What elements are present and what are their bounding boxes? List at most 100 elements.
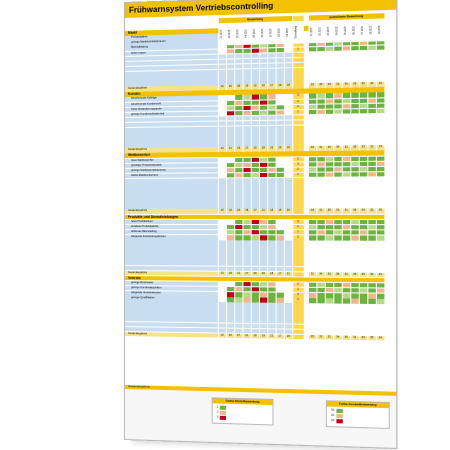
section-sum-weighted: 31: [334, 83, 342, 88]
rating-cell: [226, 163, 234, 168]
section-sum-weighted: 35: [359, 82, 367, 87]
rating-cell: [259, 157, 267, 162]
empty-cell: [368, 251, 376, 256]
weighted-cell: [325, 157, 333, 162]
empty-cell: [342, 241, 350, 246]
weight-empty: [293, 52, 303, 57]
empty-cell: [376, 304, 384, 309]
rating-cell: [284, 282, 292, 287]
weighted-cell: [334, 298, 342, 303]
rating-cell: [259, 235, 267, 240]
weighted-cell: [342, 235, 350, 240]
empty-cell: [251, 323, 259, 328]
empty-cell: [284, 136, 292, 141]
empty-cell: [259, 246, 267, 251]
empty-cell: [251, 303, 259, 308]
rating-cell: [284, 298, 292, 303]
empty-cell: [359, 140, 367, 145]
date-header-right: 01.2015: [308, 20, 316, 43]
rating-cell: [251, 162, 259, 167]
empty-cell: [268, 261, 276, 266]
empty-cell: [334, 183, 342, 188]
empty-cell: [276, 131, 284, 136]
empty-cell: [308, 256, 316, 261]
empty-cell: [317, 130, 325, 135]
empty-cell: [376, 251, 384, 256]
weighted-cell: [359, 225, 367, 230]
gap-cell: [304, 314, 308, 319]
empty-cell: [368, 304, 376, 309]
empty-cell: [243, 318, 251, 323]
empty-cell: [325, 256, 333, 261]
empty-cell: [218, 142, 226, 147]
gap-cell: [304, 157, 308, 162]
section-sum-value: 21: [284, 272, 292, 277]
gap-cell: [304, 141, 308, 146]
empty-cell: [325, 183, 333, 188]
rating-cell: [243, 292, 251, 297]
weighted-cell: [342, 225, 350, 230]
empty-cell: [325, 193, 333, 198]
empty-cell: [342, 77, 350, 82]
empty-cell: [317, 241, 325, 246]
rating-cell: [251, 157, 259, 162]
empty-cell: [284, 251, 292, 256]
empty-cell: [251, 183, 259, 188]
empty-cell: [276, 188, 284, 193]
empty-cell: [251, 313, 259, 318]
empty-cell: [251, 194, 259, 199]
rating-cell: [276, 225, 284, 230]
gap-cell: [304, 120, 308, 125]
empty-cell: [268, 329, 276, 334]
rating-cell: [218, 101, 226, 106]
empty-cell: [218, 199, 226, 204]
rating-cell: [226, 101, 234, 106]
weighted-cell: [325, 230, 333, 235]
section-sum-weighted: 36: [351, 209, 359, 214]
empty-cell: [376, 56, 384, 61]
weighted-cell: [317, 298, 325, 303]
empty-cell: [259, 266, 267, 271]
empty-cell: [284, 329, 292, 334]
rating-cell: [235, 163, 243, 168]
empty-cell: [276, 267, 284, 272]
empty-cell: [259, 308, 267, 313]
empty-cell: [259, 240, 267, 245]
empty-cell: [376, 320, 384, 325]
empty-cell: [218, 116, 226, 121]
weighted-cell: [376, 225, 384, 230]
gap-cell: [304, 335, 308, 340]
empty-cell: [308, 125, 316, 130]
empty-cell: [359, 114, 367, 119]
rating-cell: [276, 173, 284, 178]
weighted-cell: [317, 172, 325, 177]
empty-cell: [235, 251, 243, 256]
empty-cell: [334, 141, 342, 146]
empty-cell: [284, 63, 292, 68]
empty-cell: [308, 141, 316, 146]
empty-cell: [359, 246, 367, 251]
weight-cell: 3: [293, 94, 303, 99]
rating-cell: [259, 168, 267, 173]
empty-cell: [342, 320, 350, 325]
weighted-cell: [334, 293, 342, 298]
empty-cell: [284, 115, 292, 120]
gap-cell: [304, 73, 308, 78]
empty-cell: [268, 266, 276, 271]
empty-cell: [226, 328, 234, 333]
empty-cell: [308, 261, 316, 266]
weight-sum: [293, 209, 303, 214]
empty-cell: [317, 324, 325, 329]
empty-cell: [351, 119, 359, 124]
section-sum-value: 18: [226, 271, 234, 276]
weighted-cell: [334, 220, 342, 225]
empty-cell: [334, 193, 342, 198]
empty-cell: [226, 137, 234, 142]
rating-cell: [251, 297, 259, 302]
rating-cell: [235, 100, 243, 105]
rating-cell: [226, 287, 234, 292]
empty-cell: [268, 178, 276, 183]
weight-empty: [293, 329, 303, 334]
weighted-cell: [368, 156, 376, 161]
empty-cell: [251, 246, 259, 251]
